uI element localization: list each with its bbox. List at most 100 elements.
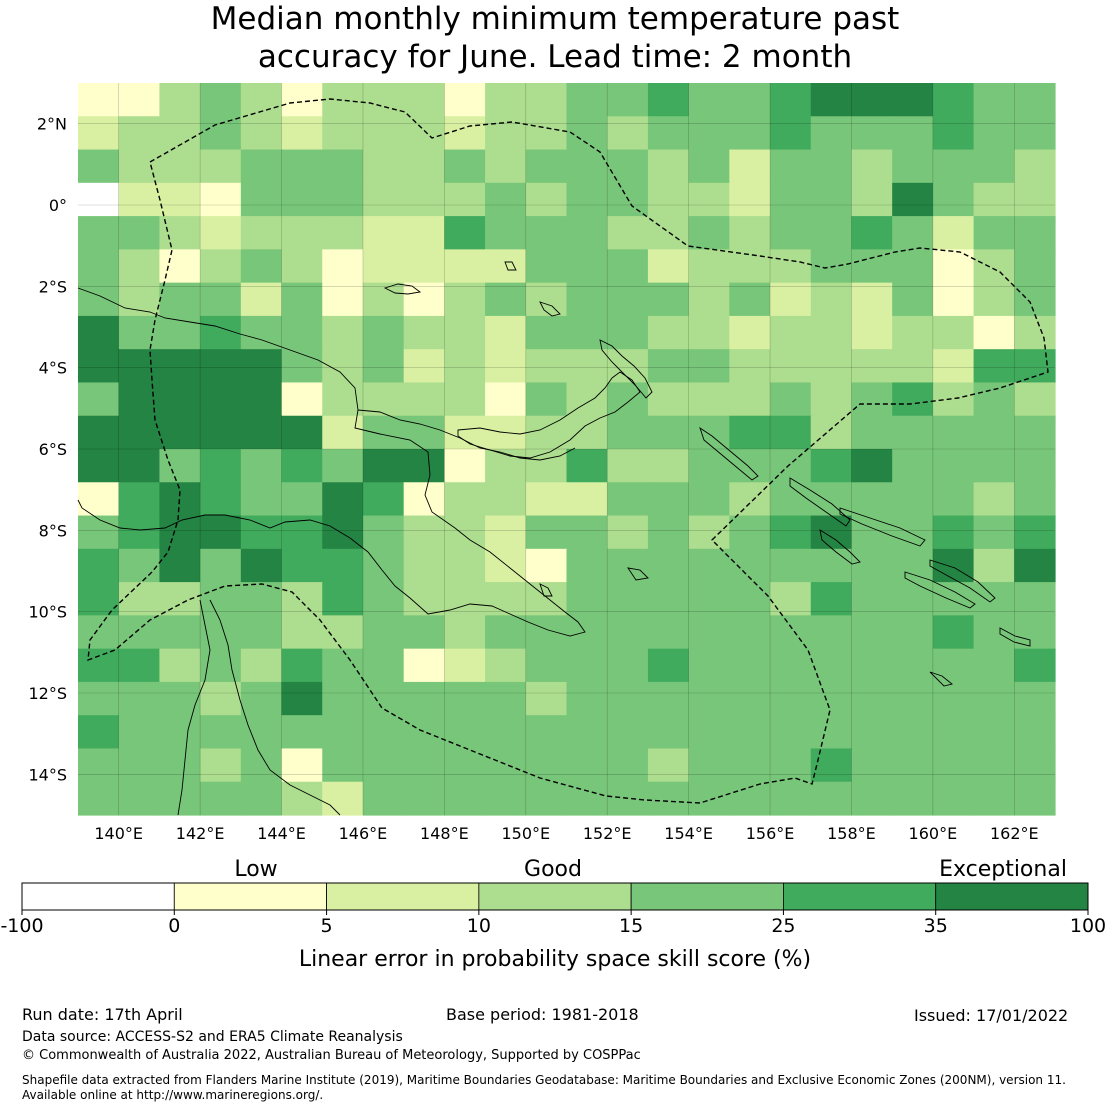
grid-cell bbox=[159, 382, 201, 417]
grid-cell bbox=[729, 582, 771, 616]
grid-cell bbox=[851, 482, 893, 517]
colorbar-tick-label: 10 bbox=[467, 915, 491, 937]
grid-cell bbox=[485, 715, 527, 750]
grid-cell bbox=[932, 681, 975, 716]
grid-cell bbox=[892, 415, 934, 450]
grid-cell bbox=[403, 415, 445, 450]
grid-cell bbox=[973, 748, 1015, 783]
grid-cell bbox=[485, 648, 527, 683]
grid-cell bbox=[159, 83, 201, 117]
grid-cell bbox=[607, 116, 649, 151]
grid-cell bbox=[1014, 715, 1056, 750]
latitude-tick-label: 2°N bbox=[37, 115, 67, 134]
grid-cell bbox=[362, 582, 405, 616]
grid-cell bbox=[322, 515, 364, 550]
grid-cell bbox=[78, 182, 120, 217]
grid-cell bbox=[770, 648, 812, 683]
grid-cell bbox=[607, 582, 649, 616]
grid-cell bbox=[810, 548, 853, 583]
grid-cell bbox=[444, 781, 486, 816]
grid-cell bbox=[525, 149, 568, 184]
grid-cell bbox=[525, 482, 568, 517]
grid-cell bbox=[78, 315, 120, 350]
grid-cell bbox=[485, 116, 527, 151]
grid-cell bbox=[1014, 149, 1056, 184]
grid-cell bbox=[240, 482, 283, 517]
grid-cell bbox=[78, 548, 120, 583]
longitude-tick-label: 148°E bbox=[420, 824, 469, 843]
grid-cell bbox=[892, 249, 934, 284]
grid-cell bbox=[1014, 116, 1056, 151]
grid-cell bbox=[973, 715, 1015, 750]
grid-cell bbox=[281, 249, 323, 284]
grid-cell bbox=[200, 116, 242, 151]
grid-cell bbox=[647, 116, 690, 151]
grid-cell bbox=[281, 515, 323, 550]
solomon-islands-1 bbox=[789, 477, 851, 527]
grid-cell bbox=[647, 216, 690, 250]
grid-cell bbox=[281, 548, 323, 583]
colorbar: Low Good Exceptional -100 0 5 10 15 25 35 100 L… bbox=[0, 857, 1106, 972]
latitude-tick-label: 8°S bbox=[39, 521, 67, 540]
grid-cell bbox=[566, 116, 608, 151]
grid-cell bbox=[281, 315, 323, 350]
grid-cell bbox=[78, 149, 120, 184]
grid-cell bbox=[647, 282, 690, 317]
latitude-tick-label: 6°S bbox=[39, 440, 67, 459]
grid-cell bbox=[770, 748, 812, 783]
grid-cell bbox=[932, 282, 975, 317]
grid-cell bbox=[892, 449, 934, 483]
grid-cell bbox=[851, 615, 893, 650]
grid-cell bbox=[1014, 582, 1056, 616]
grid-cell bbox=[78, 648, 120, 683]
grid-cell bbox=[525, 515, 568, 550]
grid-cell bbox=[851, 282, 893, 317]
grid-cell bbox=[403, 116, 445, 151]
grid-cell bbox=[118, 715, 161, 750]
grid-cell bbox=[281, 116, 323, 151]
grid-cell bbox=[892, 515, 934, 550]
grid-cell bbox=[729, 382, 771, 417]
grid-cell bbox=[607, 249, 649, 284]
small-island-2 bbox=[539, 583, 553, 597]
map-axis-labels: 140°E 142°E 144°E 146°E 148°E 150°E 152°E 154°E… bbox=[28, 115, 1038, 843]
grid-cell bbox=[118, 116, 161, 151]
grid-cell bbox=[200, 648, 242, 683]
grid-cell bbox=[810, 482, 853, 517]
grid-cell bbox=[118, 182, 161, 217]
grid-cell bbox=[281, 415, 323, 450]
grid-cell bbox=[159, 249, 201, 284]
grid-cell bbox=[770, 282, 812, 317]
grid-cell bbox=[322, 482, 364, 517]
grid-cell bbox=[688, 83, 730, 117]
grid-cell bbox=[240, 449, 283, 483]
grid-cell bbox=[525, 315, 568, 350]
grid-cell bbox=[973, 182, 1015, 217]
grid-cell bbox=[403, 748, 445, 783]
grid-cell bbox=[78, 249, 120, 284]
grid-cell bbox=[525, 548, 568, 583]
grid-cell bbox=[281, 149, 323, 184]
grid-cell bbox=[78, 515, 120, 550]
grid-cell bbox=[688, 715, 730, 750]
grid-cell bbox=[932, 648, 975, 683]
colorbar-tick-label: 100 bbox=[1070, 915, 1106, 937]
colorbar-outline bbox=[21, 882, 1089, 911]
grid-cell bbox=[851, 415, 893, 450]
grid-cell bbox=[485, 182, 527, 217]
grid-cell bbox=[770, 182, 812, 217]
grid-cell bbox=[973, 415, 1015, 450]
grid-cell bbox=[892, 648, 934, 683]
colorbar-tick-label: 0 bbox=[168, 915, 180, 937]
grid-cell bbox=[566, 315, 608, 350]
colorbar-tick-label: 15 bbox=[619, 915, 643, 937]
grid-cell bbox=[892, 315, 934, 350]
grid-cell bbox=[647, 715, 690, 750]
grid-cell bbox=[362, 249, 405, 284]
grid-cell bbox=[118, 748, 161, 783]
grid-cell bbox=[566, 648, 608, 683]
grid-cell bbox=[362, 415, 405, 450]
grid-cell bbox=[485, 249, 527, 284]
grid-cell bbox=[647, 182, 690, 217]
grid-cell bbox=[200, 315, 242, 350]
